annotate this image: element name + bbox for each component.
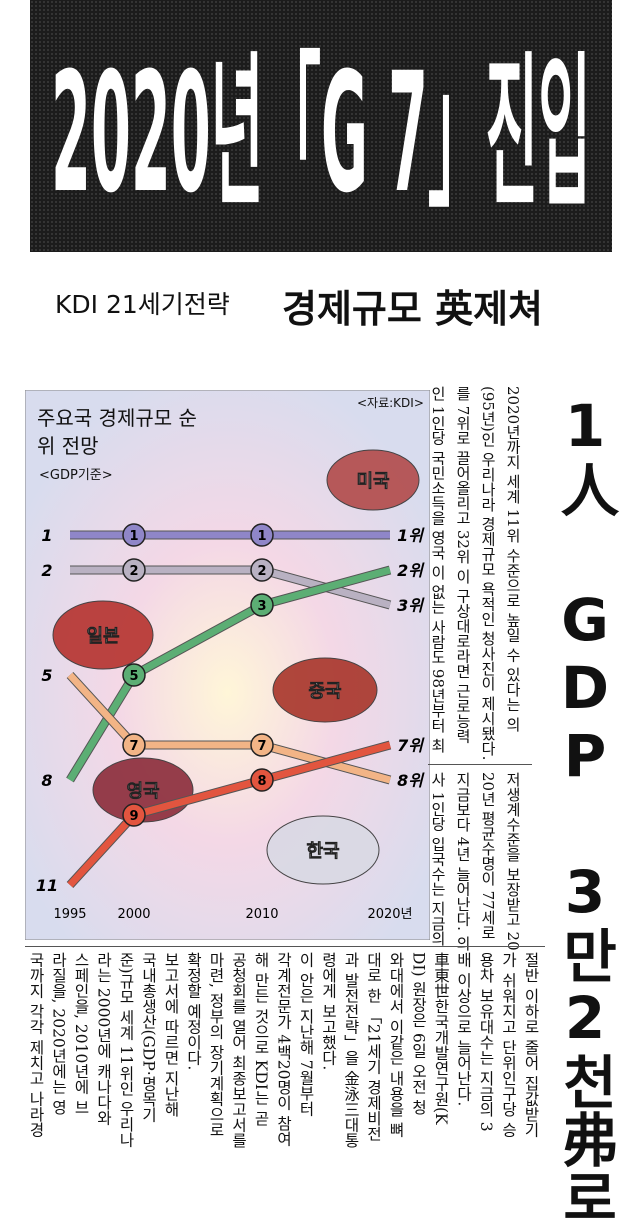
text-column: 車東世한국개발연구원(K xyxy=(432,952,450,1125)
rank-marker xyxy=(122,523,146,547)
end-rank-label: 8위 xyxy=(397,771,425,790)
x-tick-label: 1995 xyxy=(53,907,86,922)
end-rank-label: 1위 xyxy=(397,526,425,545)
rank-marker xyxy=(250,523,274,547)
text-column: 절반 이하로 줄어 집값받기 xyxy=(522,952,540,1138)
text-column: 대로 한 「21세기 경제비전 xyxy=(364,952,383,1142)
text-column: 를 7위로 끌어올리고 32위 이 구상대로라면 근로능력 xyxy=(454,386,472,744)
headline-background xyxy=(30,0,612,252)
rank-marker-label: 1 xyxy=(129,529,138,544)
x-tick-label: 2000 xyxy=(117,907,150,922)
text-column: 지금보다 4년 늘어난다. 의 xyxy=(454,772,472,951)
text-column: 스페인을, 2010년에 브 xyxy=(72,952,90,1115)
rank-marker-label: 7 xyxy=(257,739,266,754)
chart-source: <자료:KDI> xyxy=(357,396,424,410)
country-ball xyxy=(326,449,420,511)
headline-band: 2020년「G 7」진입 xyxy=(30,0,612,252)
start-rank-label: 5 xyxy=(41,666,52,685)
rank-marker-label: 2 xyxy=(257,564,266,579)
rank-marker-label: 3 xyxy=(257,599,266,614)
rank-marker-label: 1 xyxy=(257,529,266,544)
text-column: 과 발전전략」을 金泳三대통 xyxy=(342,952,360,1148)
rank-marker-label: 2 xyxy=(129,564,138,579)
start-rank-label: 11 xyxy=(36,876,58,895)
text-column: 인 1인당 국민소득을 영국 이 없는 사람도 98년부터 최 xyxy=(429,386,447,753)
rank-marker xyxy=(122,733,146,757)
text-column: 준)규모 세계 11위인 우리나 xyxy=(117,952,135,1148)
rank-marker-label: 9 xyxy=(129,809,138,824)
kicker: KDI 21세기전략 xyxy=(55,290,230,319)
rank-marker-label: 7 xyxy=(129,739,138,754)
chart-box: 1995 2000 2010 2020년 1 1 1 1위 2 2 2 3위 8 5 3 2위 5 7 7 8위 11 9… xyxy=(24,389,431,941)
rule xyxy=(428,764,532,765)
rank-marker xyxy=(250,768,274,792)
text-column: 국까지 각각 제치고 나라경 xyxy=(27,952,45,1138)
start-rank-label: 8 xyxy=(41,771,52,790)
rank-marker xyxy=(122,663,146,687)
rule xyxy=(25,946,545,947)
rank-marker xyxy=(250,733,274,757)
text-column: 20년 평균수명이 77세로 xyxy=(479,772,497,940)
end-rank-label: 3위 xyxy=(397,596,425,615)
chart-subtitle: <GDP기준> xyxy=(39,468,113,483)
text-column: 사 1인당 입국수는 지금의 xyxy=(429,772,447,946)
text-column: 령에게 보고했다. xyxy=(319,952,338,1071)
rank-marker xyxy=(122,558,146,582)
text-column: 와대에서 이같은 내용을 뼈 xyxy=(387,952,405,1138)
country-ball xyxy=(266,815,380,885)
page: {"headline": "2020년「G 7」진입", "subheadlin… xyxy=(24,0,619,1226)
country-label: 미국 xyxy=(356,471,389,492)
side-headline: 1人 GDP 3만2천弗로 xyxy=(551,392,619,1226)
series-line xyxy=(67,741,391,888)
text-column: 배 이상으로 늘어난다. xyxy=(454,952,473,1107)
text-column: 용차 보유대수는 지금의 3 xyxy=(477,952,495,1132)
text-column: 공청회를 열어 최종보고서를 xyxy=(229,952,248,1148)
text-column: 각계전문가 4백20명이 참여 xyxy=(274,952,293,1147)
text-column: 가 쉬워지고 단위인구당 승 xyxy=(499,952,518,1138)
chart-title: 주요국 경제규모 순위 전망 xyxy=(37,406,197,458)
text-column: 해 만든 것으로 KDI는 곧 xyxy=(252,952,270,1126)
end-rank-label: 7위 xyxy=(397,736,425,755)
rank-marker-label: 5 xyxy=(129,669,138,684)
start-rank-label: 2 xyxy=(41,561,52,580)
rank-marker xyxy=(122,803,146,827)
country-ball xyxy=(272,657,378,723)
text-column: 국내총생산(GDP·명목기 xyxy=(139,952,158,1123)
headline: 2020년「G 7」진입 xyxy=(51,37,591,229)
text-column: 저생계수준을 보장받고 20 xyxy=(504,772,522,951)
country-label: 일본 xyxy=(86,626,119,647)
text-column: 이 안은 지난해 7월부터 xyxy=(297,952,315,1117)
text-column: 마련, 정부의 장기계획으로 xyxy=(207,952,225,1138)
country-label: 영국 xyxy=(126,781,159,802)
country-label: 한국 xyxy=(306,841,339,862)
rank-marker-label: 8 xyxy=(257,774,266,789)
text-column: (95년)인 우리나라 경제규모 욕적인 청사진이 제시됐다. xyxy=(479,386,497,761)
end-rank-label: 2위 xyxy=(397,561,425,580)
start-rank-label: 1 xyxy=(41,526,52,545)
rank-marker xyxy=(250,593,274,617)
series-line xyxy=(67,566,391,782)
country-label: 중국 xyxy=(308,681,341,702)
subheadline: 경제규모 英제쳐 xyxy=(282,286,543,331)
text-column: 라질을, 2020년에는 영 xyxy=(49,952,68,1115)
country-ball xyxy=(52,600,154,670)
text-column: 2020년까지 세계 11위 수준으로 높일 수 있다는 의 xyxy=(504,386,522,732)
x-tick-label: 2010 xyxy=(245,907,278,922)
text-column: DI) 원장은 6일 오전 청 xyxy=(409,952,428,1115)
text-column: 확정할 예정이다. xyxy=(184,952,203,1071)
text-column: 라는 2000년에 캐나다와 xyxy=(94,952,113,1126)
rank-marker xyxy=(250,558,274,582)
x-tick-label: 2020년 xyxy=(367,907,412,922)
text-column: 보고서에 따르면 지난해 xyxy=(162,952,180,1117)
